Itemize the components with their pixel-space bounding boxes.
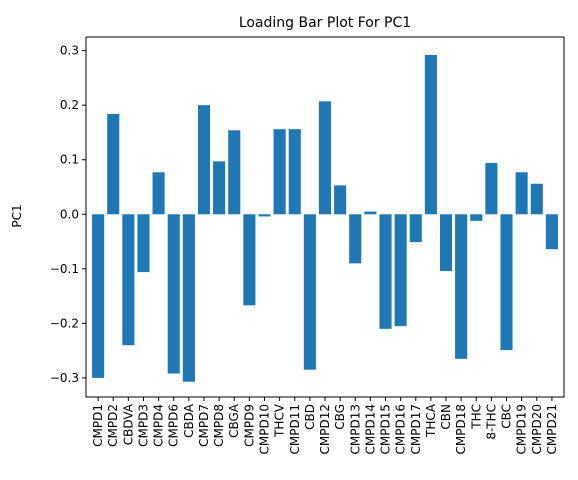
x-tick-label: CMPD18 bbox=[454, 404, 468, 454]
y-tick-label: 0.3 bbox=[60, 44, 79, 58]
bar-cmpd12 bbox=[318, 101, 332, 215]
bar-cmpd2 bbox=[107, 113, 120, 215]
x-tick-label: CMPD13 bbox=[348, 404, 362, 454]
bar-cmpd17 bbox=[409, 214, 422, 243]
x-tick-label: CMPD3 bbox=[136, 404, 150, 447]
x-tick-label: CMPD21 bbox=[545, 404, 559, 454]
bar-cmpd8 bbox=[213, 161, 226, 215]
x-tick-label: CMPD7 bbox=[197, 404, 211, 447]
bar-cmpd6 bbox=[167, 214, 180, 374]
bar-cbn bbox=[439, 214, 453, 271]
bar-cmpd20 bbox=[530, 183, 543, 215]
bar-cmpd18 bbox=[455, 214, 468, 359]
x-tick-label: CMPD16 bbox=[394, 404, 408, 454]
bar-cbga bbox=[228, 130, 241, 215]
x-tick-label: CBGA bbox=[227, 403, 241, 438]
bar-thcv bbox=[273, 129, 286, 215]
bar-cbd bbox=[303, 214, 316, 370]
bar-cmpd13 bbox=[349, 214, 362, 264]
bar-cmpd9 bbox=[243, 214, 256, 306]
x-tick-label: CMPD12 bbox=[318, 404, 332, 454]
chart-title: Loading Bar Plot For PC1 bbox=[239, 15, 411, 31]
bar-cmpd4 bbox=[152, 172, 165, 215]
x-tick-label: CMPD11 bbox=[288, 404, 302, 454]
x-tick-label: CBC bbox=[500, 404, 514, 429]
x-tick-label: 8-THC bbox=[484, 404, 498, 440]
y-axis-label: PC1 bbox=[10, 204, 24, 227]
x-tick-label: THCV bbox=[273, 403, 287, 438]
bar-cmpd21 bbox=[545, 214, 558, 250]
x-tick-label: CBG bbox=[333, 404, 347, 430]
x-tick-label: CMPD1 bbox=[91, 404, 105, 447]
x-tick-label: CBD bbox=[303, 404, 317, 430]
bar-cmpd15 bbox=[379, 214, 392, 329]
bars-group bbox=[92, 55, 558, 382]
x-tick-label: CMPD9 bbox=[242, 404, 256, 447]
y-ticks-group: −0.3 −0.2 −0.1 0.0 0.1 0.2 0.3 bbox=[50, 44, 86, 385]
bar-cmpd11 bbox=[288, 129, 301, 215]
bar-cbda bbox=[182, 214, 195, 382]
x-tick-label: CMPD6 bbox=[167, 404, 181, 447]
x-tick-label: THCA bbox=[424, 403, 438, 438]
bar-8-thc bbox=[485, 163, 498, 215]
x-tick-label: CBDVA bbox=[121, 403, 135, 445]
x-tick-label: CMPD14 bbox=[363, 404, 377, 454]
bar-cbdva bbox=[122, 214, 135, 346]
y-tick-label: 0.1 bbox=[60, 153, 79, 167]
y-tick-label: −0.1 bbox=[50, 262, 79, 276]
bar-thca bbox=[424, 55, 437, 215]
axes-frame bbox=[85, 36, 565, 398]
x-tick-label: CBDA bbox=[182, 403, 196, 438]
bar-cmpd14 bbox=[364, 211, 377, 215]
x-tick-label: CMPD15 bbox=[379, 404, 393, 454]
bar-cmpd10 bbox=[258, 214, 271, 217]
x-tick-label: CBN bbox=[439, 404, 453, 430]
x-tick-label: CMPD4 bbox=[152, 404, 166, 447]
y-tick-label: 0.0 bbox=[60, 207, 79, 221]
bar-cbc bbox=[500, 214, 513, 351]
bar-cmpd1 bbox=[92, 214, 105, 378]
x-tick-label: CMPD17 bbox=[409, 404, 423, 454]
bar-cmpd16 bbox=[394, 214, 407, 327]
x-tick-label: CMPD8 bbox=[212, 404, 226, 447]
y-tick-label: 0.2 bbox=[60, 98, 79, 112]
x-ticks-group: CMPD1 CMPD2 CBDVA CMPD3 CMPD4 CMPD6 CBDA CMPD7 C… bbox=[91, 397, 559, 454]
bar-cmpd19 bbox=[515, 172, 528, 215]
y-tick-label: −0.2 bbox=[50, 316, 79, 330]
x-tick-label: CMPD10 bbox=[257, 404, 271, 454]
y-tick-label: −0.3 bbox=[50, 371, 79, 385]
bar-cmpd7 bbox=[197, 105, 211, 215]
x-tick-label: THC bbox=[469, 404, 483, 430]
bar-thc bbox=[470, 214, 483, 221]
x-tick-label: CMPD19 bbox=[515, 404, 529, 454]
bar-cbg bbox=[334, 185, 347, 215]
x-tick-label: CMPD20 bbox=[530, 404, 544, 454]
x-tick-label: CMPD2 bbox=[106, 404, 120, 447]
bar-cmpd3 bbox=[137, 214, 150, 273]
